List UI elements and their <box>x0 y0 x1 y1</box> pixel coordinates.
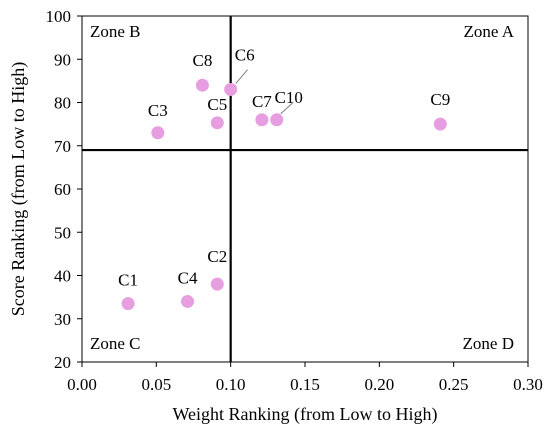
point-label-c4: C4 <box>178 268 198 287</box>
y-tick-label: 40 <box>54 267 71 286</box>
data-point-c2 <box>210 277 224 291</box>
point-label-c7: C7 <box>252 92 272 111</box>
x-tick-label: 0.25 <box>439 375 469 394</box>
y-tick-label: 60 <box>54 180 71 199</box>
plot-border <box>81 15 529 363</box>
y-tick-label: 70 <box>54 137 71 156</box>
data-point-c10 <box>270 113 284 127</box>
data-point-c6 <box>224 83 238 97</box>
y-tick-label: 100 <box>46 7 72 26</box>
data-point-c7 <box>255 113 269 127</box>
data-point-c8 <box>195 78 209 92</box>
zone-labels: Zone A Zone B Zone C Zone D <box>90 22 515 353</box>
y-tick-label: 30 <box>54 310 71 329</box>
x-tick-label: 0.05 <box>141 375 171 394</box>
x-tick-label: 0.00 <box>67 375 97 394</box>
x-tick-label: 0.10 <box>216 375 246 394</box>
zone-label-bottom-right: Zone D <box>463 334 514 353</box>
data-points <box>121 78 447 311</box>
zone-label-bottom-left: Zone C <box>90 334 141 353</box>
point-label-c1: C1 <box>118 271 138 290</box>
x-axis-title: Weight Ranking (from Low to High) <box>172 404 437 425</box>
x-tick-label: 0.15 <box>290 375 320 394</box>
data-point-c4 <box>181 294 195 308</box>
data-point-c3 <box>151 126 165 140</box>
point-labels: C1 C2 C3 C4 C5 C6 C7 C8 C9 C10 <box>118 46 450 290</box>
y-tick-label: 80 <box>54 94 71 113</box>
point-label-c2: C2 <box>207 247 227 266</box>
y-tick-label: 20 <box>54 353 71 372</box>
data-point-c9 <box>433 117 447 131</box>
x-tick-label: 0.30 <box>513 375 543 394</box>
leader-line-c6 <box>235 69 249 84</box>
point-label-c5: C5 <box>207 95 227 114</box>
zone-label-top-left: Zone B <box>90 22 141 41</box>
quadrant-dividers <box>82 16 528 362</box>
x-tick-label: 0.20 <box>364 375 394 394</box>
y-axis-title: Score Ranking (from Low to High) <box>8 62 29 316</box>
data-point-c5 <box>210 116 224 130</box>
point-label-c8: C8 <box>192 51 212 70</box>
point-label-c9: C9 <box>430 90 450 109</box>
y-tick-label: 50 <box>54 223 71 242</box>
zone-label-top-right: Zone A <box>463 22 514 41</box>
plot-area <box>81 15 529 363</box>
x-axis-ticks: 0.00 0.05 0.10 0.15 0.20 0.25 0.30 <box>67 362 543 394</box>
y-axis-ticks: 20 30 40 50 60 70 80 90 100 <box>46 7 82 372</box>
y-tick-label: 90 <box>54 50 71 69</box>
label-leader-lines <box>235 69 294 115</box>
leader-line-c10 <box>280 102 294 115</box>
point-label-c3: C3 <box>148 101 168 120</box>
point-label-c6: C6 <box>235 46 255 65</box>
data-point-c1 <box>121 297 135 311</box>
point-label-c10: C10 <box>275 88 303 107</box>
